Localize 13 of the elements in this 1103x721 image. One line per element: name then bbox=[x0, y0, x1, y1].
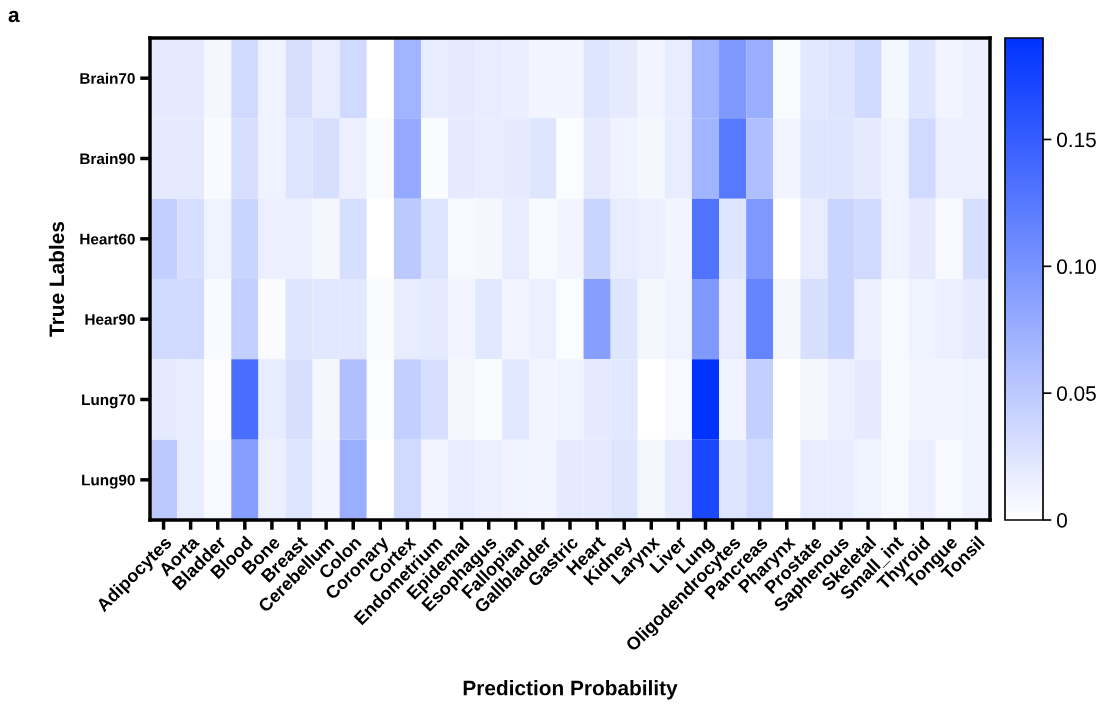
color-bar-label: 0.10 bbox=[1057, 259, 1096, 275]
y-tick-label: Heart60 bbox=[80, 233, 135, 245]
color-bar-label: 0 bbox=[1057, 513, 1067, 528]
chart-title: a bbox=[8, 10, 20, 23]
y-tick-label: Lung90 bbox=[82, 474, 135, 489]
x-axis-title: Prediction Probability bbox=[463, 680, 678, 700]
y-tick-label: Lung70 bbox=[82, 394, 135, 409]
y-tick-label: Hear90 bbox=[85, 314, 135, 325]
y-axis-title: True Lables bbox=[48, 221, 65, 337]
y-tick-label: Brain90 bbox=[80, 152, 135, 165]
color-bar-label: 0.05 bbox=[1057, 386, 1096, 401]
color-bar-label: 0.15 bbox=[1057, 132, 1096, 148]
y-tick-label: Brain70 bbox=[80, 72, 135, 84]
